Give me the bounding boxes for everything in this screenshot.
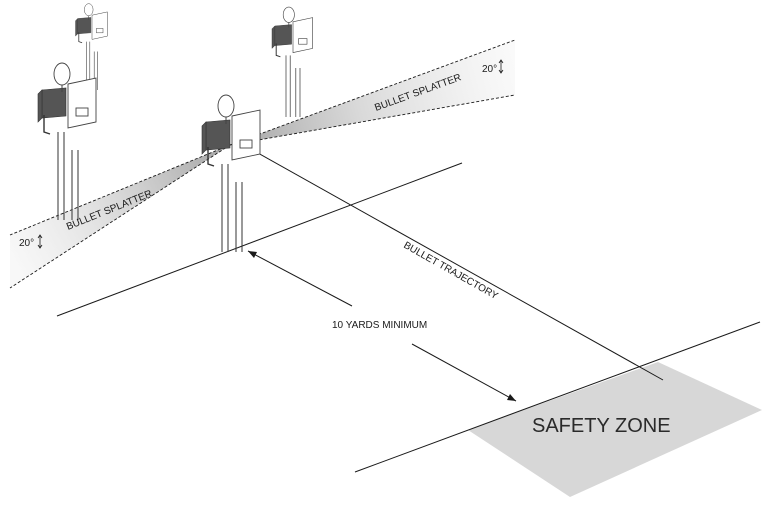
steel-target-icon [75,3,108,91]
steel-target-icon [201,94,261,253]
distance-label: 10 YARDS MINIMUM [332,320,427,331]
vertical-arrow-icon [37,234,43,249]
arrowhead-icon [507,394,516,401]
distance-arrow-lower [411,343,517,402]
bullet-trajectory-line [239,142,664,381]
safety-zone-area [468,362,762,497]
vertical-arrow-icon [498,59,504,74]
splatter-edge-right-top [229,39,516,146]
angle-label-left: 20° [19,238,34,249]
arrowhead-icon [248,251,257,258]
splatter-edge-left-bottom [9,144,231,289]
safety-zone-label: SAFETY ZONE [532,415,671,437]
steel-target-icon [37,62,97,221]
angle-label-right: 20° [482,64,497,75]
steel-target-icon [271,6,314,118]
splatter-edge-right-bottom [229,94,516,146]
trajectory-label: BULLET TRAJECTORY [402,240,500,302]
firing-line-far [56,162,463,317]
firing-line-near [354,321,761,473]
distance-arrow-upper [247,250,353,307]
